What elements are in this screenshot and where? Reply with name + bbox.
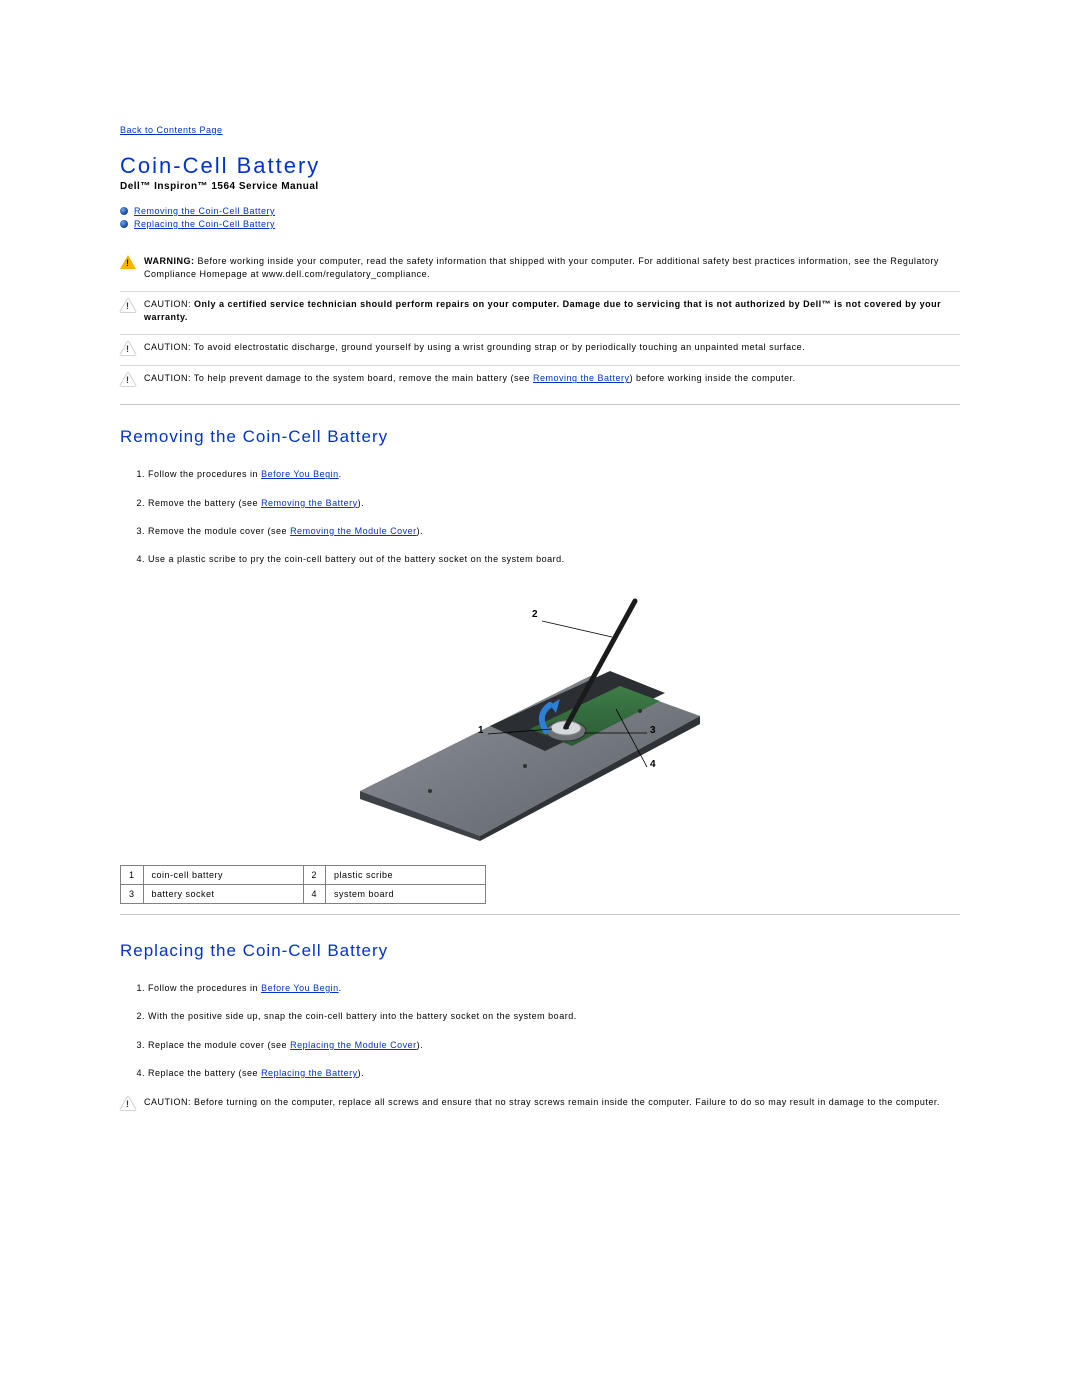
step: With the positive side up, snap the coin… xyxy=(148,1009,960,1023)
caution-icon xyxy=(120,1096,136,1110)
bullet-icon xyxy=(120,220,128,228)
notice-text: CAUTION: To help prevent damage to the s… xyxy=(144,372,796,386)
legend-num: 1 xyxy=(121,865,144,884)
page-subtitle: Dell™ Inspiron™ 1564 Service Manual xyxy=(120,181,960,192)
notice-body-text: Only a certified service technician shou… xyxy=(144,299,941,322)
caution-notice: CAUTION: To avoid electrostatic discharg… xyxy=(120,335,960,366)
step-pre: Replace the module cover (see xyxy=(148,1040,290,1050)
removing-battery-link[interactable]: Removing the Battery xyxy=(261,498,358,508)
step: Remove the battery (see Removing the Bat… xyxy=(148,496,960,510)
notice-pre: To help prevent damage to the system boa… xyxy=(191,373,533,383)
notice-text: CAUTION: Before turning on the computer,… xyxy=(144,1096,940,1110)
step-pre: Remove the module cover (see xyxy=(148,526,290,536)
figure-callout-1: 1 xyxy=(478,725,484,736)
step: Replace the module cover (see Replacing … xyxy=(148,1038,960,1052)
removing-steps: Follow the procedures in Before You Begi… xyxy=(120,467,960,567)
legend-label: coin-cell battery xyxy=(143,865,303,884)
removing-battery-link[interactable]: Removing the Battery xyxy=(533,373,630,383)
replacing-module-cover-link[interactable]: Replacing the Module Cover xyxy=(290,1040,417,1050)
replacing-battery-link[interactable]: Replacing the Battery xyxy=(261,1068,358,1078)
step-pre: Follow the procedures in xyxy=(148,469,261,479)
notice-post: ) before working inside the computer. xyxy=(630,373,796,383)
step: Replace the battery (see Replacing the B… xyxy=(148,1066,960,1080)
table-row: 3 battery socket 4 system board xyxy=(121,884,486,903)
page-root: Back to Contents Page Coin-Cell Battery … xyxy=(0,0,1080,1200)
legend-label: system board xyxy=(326,884,486,903)
step: Remove the module cover (see Removing th… xyxy=(148,524,960,538)
notice-text: CAUTION: Only a certified service techni… xyxy=(144,298,960,324)
section-heading-replacing: Replacing the Coin-Cell Battery xyxy=(120,941,960,961)
step-pre: Follow the procedures in xyxy=(148,983,261,993)
figure-legend-table: 1 coin-cell battery 2 plastic scribe 3 b… xyxy=(120,865,486,904)
table-row: 1 coin-cell battery 2 plastic scribe xyxy=(121,865,486,884)
legend-num: 3 xyxy=(121,884,144,903)
figure-callout-4: 4 xyxy=(650,759,656,770)
caution-icon xyxy=(120,372,136,386)
coin-cell-figure: 1 2 3 4 xyxy=(360,581,720,841)
caution-notice: CAUTION: Before turning on the computer,… xyxy=(120,1094,960,1120)
bullet-icon xyxy=(120,207,128,215)
notice-text: WARNING: Before working inside your comp… xyxy=(144,255,960,281)
legend-label: battery socket xyxy=(143,884,303,903)
divider xyxy=(120,404,960,405)
removing-module-cover-link[interactable]: Removing the Module Cover xyxy=(290,526,417,536)
step: Use a plastic scribe to pry the coin-cel… xyxy=(148,552,960,566)
section-heading-removing: Removing the Coin-Cell Battery xyxy=(120,427,960,447)
page-title: Coin-Cell Battery xyxy=(120,153,960,179)
notice-text: CAUTION: To avoid electrostatic discharg… xyxy=(144,341,805,355)
notice-body-text: Before turning on the computer, replace … xyxy=(191,1097,940,1107)
replacing-steps: Follow the procedures in Before You Begi… xyxy=(120,981,960,1081)
toc-link-replacing[interactable]: Replacing the Coin-Cell Battery xyxy=(134,219,275,229)
toc-item: Replacing the Coin-Cell Battery xyxy=(120,219,960,229)
toc-item: Removing the Coin-Cell Battery xyxy=(120,206,960,216)
notice-label: CAUTION: xyxy=(144,299,191,309)
back-to-contents-link[interactable]: Back to Contents Page xyxy=(120,125,223,135)
before-you-begin-link[interactable]: Before You Begin xyxy=(261,469,339,479)
notice-label: CAUTION: xyxy=(144,1097,191,1107)
legend-label: plastic scribe xyxy=(326,865,486,884)
step-post: . xyxy=(339,469,342,479)
step-pre: Remove the battery (see xyxy=(148,498,261,508)
warning-icon xyxy=(120,255,136,281)
caution-icon xyxy=(120,341,136,355)
caution-notice: CAUTION: To help prevent damage to the s… xyxy=(120,366,960,396)
caution-icon xyxy=(120,298,136,324)
step-pre: Replace the battery (see xyxy=(148,1068,261,1078)
step: Follow the procedures in Before You Begi… xyxy=(148,981,960,995)
toc: Removing the Coin-Cell Battery Replacing… xyxy=(120,206,960,229)
figure-svg xyxy=(360,581,720,841)
step-pre: With the positive side up, snap the coin… xyxy=(148,1011,577,1021)
notice-label: CAUTION: xyxy=(144,373,191,383)
figure-callout-3: 3 xyxy=(650,725,656,736)
notice-body-text: To avoid electrostatic discharge, ground… xyxy=(191,342,805,352)
legend-num: 2 xyxy=(303,865,326,884)
step-post: . xyxy=(339,983,342,993)
step: Follow the procedures in Before You Begi… xyxy=(148,467,960,481)
notice-label: CAUTION: xyxy=(144,342,191,352)
caution-notice: CAUTION: Only a certified service techni… xyxy=(120,292,960,335)
step-post: ). xyxy=(358,1068,365,1078)
divider xyxy=(120,914,960,915)
warning-notice: WARNING: Before working inside your comp… xyxy=(120,249,960,292)
step-post: ). xyxy=(417,1040,424,1050)
before-you-begin-link[interactable]: Before You Begin xyxy=(261,983,339,993)
notice-body-text: Before working inside your computer, rea… xyxy=(144,256,939,279)
figure-container: 1 2 3 4 xyxy=(120,581,960,841)
figure-callout-2: 2 xyxy=(532,609,538,620)
step-post: ). xyxy=(358,498,365,508)
step-pre: Use a plastic scribe to pry the coin-cel… xyxy=(148,554,565,564)
step-post: ). xyxy=(417,526,424,536)
notice-label: WARNING: xyxy=(144,256,195,266)
toc-link-removing[interactable]: Removing the Coin-Cell Battery xyxy=(134,206,275,216)
legend-num: 4 xyxy=(303,884,326,903)
